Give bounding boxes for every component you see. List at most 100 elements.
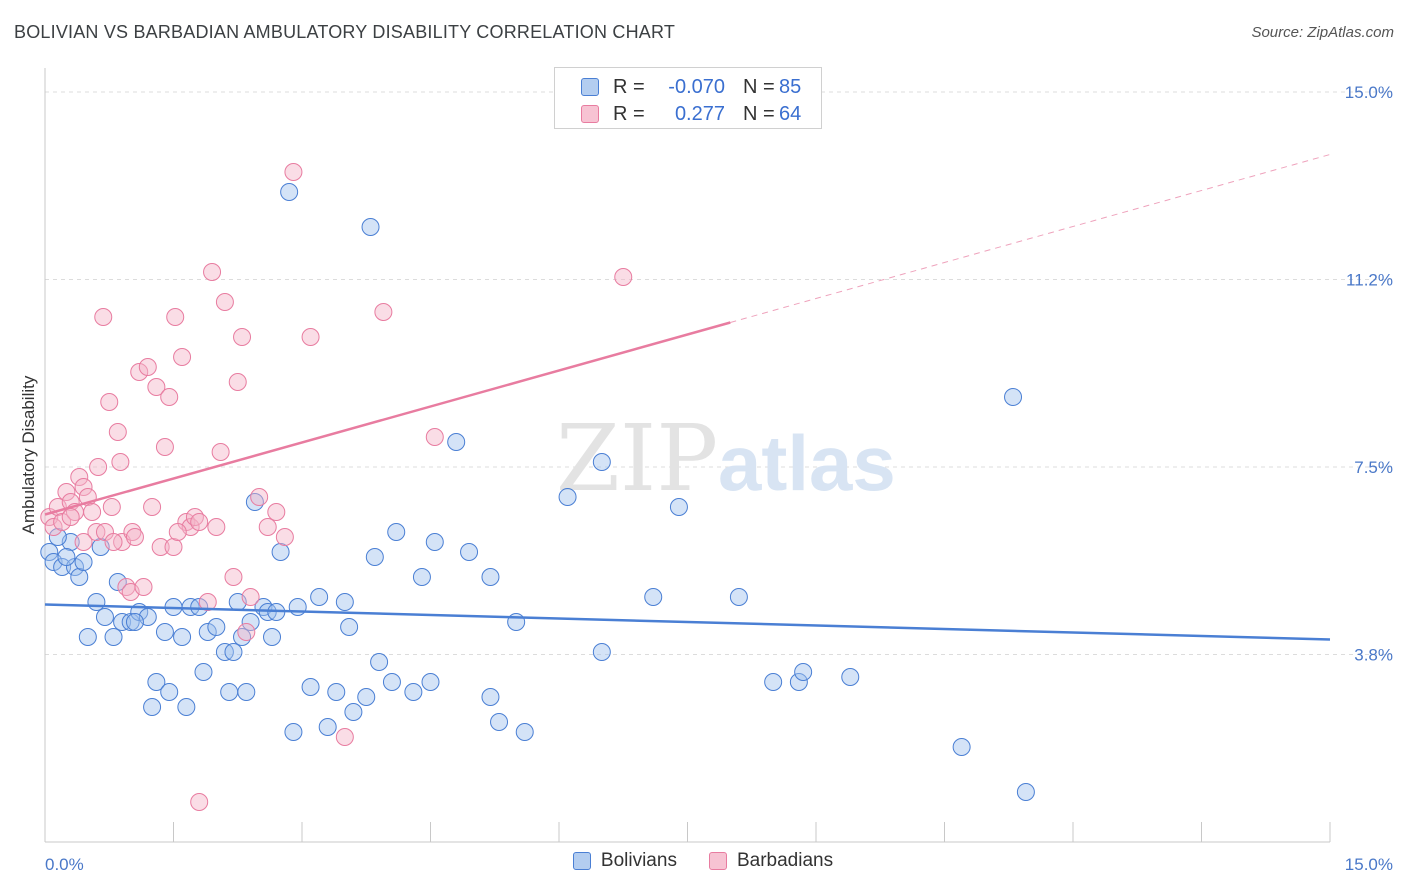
grid-layer bbox=[45, 91, 1392, 655]
barbadians-point bbox=[198, 593, 217, 611]
barbadians-swatch bbox=[581, 105, 599, 123]
bolivians-point bbox=[729, 588, 748, 606]
barbadians-point bbox=[134, 578, 153, 596]
barbadians-point bbox=[168, 523, 187, 541]
bolivians-point bbox=[421, 673, 440, 691]
bolivians-point bbox=[952, 738, 971, 756]
bolivians-point bbox=[361, 218, 380, 236]
legend-r-value: -0.070 bbox=[668, 75, 725, 98]
bolivians-point bbox=[220, 683, 239, 701]
correlation-legend: R = -0.070 N = 85 R = 0.277 N = 64 bbox=[554, 67, 822, 129]
bolivians-point bbox=[301, 678, 320, 696]
legend-row-bolivians: R = -0.070 N = 85 bbox=[581, 74, 801, 100]
legend-item-bolivians[interactable]: Bolivians bbox=[572, 850, 677, 872]
barbadians-point bbox=[102, 498, 121, 516]
bolivians-point bbox=[125, 613, 144, 631]
bolivians-point bbox=[48, 528, 67, 546]
bolivians-point bbox=[40, 543, 59, 561]
bolivians-point bbox=[515, 723, 534, 741]
bolivians-point bbox=[177, 698, 196, 716]
barbadians-point bbox=[74, 533, 93, 551]
legend-n-label: N = bbox=[743, 102, 775, 125]
bolivians-point bbox=[490, 713, 509, 731]
bolivians-point bbox=[284, 723, 303, 741]
barbadians-point bbox=[190, 793, 209, 811]
barbadians-point bbox=[53, 513, 72, 531]
bolivians-point bbox=[70, 568, 89, 586]
barbadians-point bbox=[233, 328, 252, 346]
barbadians-point bbox=[301, 328, 320, 346]
barbadians-point bbox=[267, 503, 286, 521]
bolivians-point bbox=[327, 683, 346, 701]
bolivians-point bbox=[155, 623, 174, 641]
barbadians-point bbox=[614, 268, 633, 286]
bolivians-point bbox=[558, 488, 577, 506]
bolivians-point bbox=[404, 683, 423, 701]
legend-label-bolivians: Bolivians bbox=[600, 850, 677, 871]
bolivians-point bbox=[592, 453, 611, 471]
barbadians-point bbox=[104, 533, 123, 551]
barbadians-point bbox=[275, 528, 294, 546]
bolivians-point bbox=[198, 623, 217, 641]
barbadians-point bbox=[123, 523, 142, 541]
bolivians-point bbox=[95, 608, 114, 626]
barbadians-point bbox=[108, 423, 127, 441]
barbadians-point bbox=[57, 483, 76, 501]
legend-label-barbadians: Barbadians bbox=[736, 850, 834, 871]
barbadians-point bbox=[143, 498, 162, 516]
barbadians-point bbox=[203, 263, 222, 281]
bolivians-point bbox=[237, 683, 256, 701]
bolivians-point bbox=[1004, 388, 1023, 406]
legend-item-barbadians[interactable]: Barbadians bbox=[708, 850, 834, 872]
bolivians-point bbox=[344, 703, 363, 721]
barbadians-point bbox=[89, 458, 108, 476]
bolivians-point bbox=[481, 688, 500, 706]
watermark-zip: ZIP bbox=[556, 405, 718, 512]
legend-n-value: 64 bbox=[779, 102, 802, 125]
bolivians-point bbox=[412, 568, 431, 586]
bolivians-point bbox=[481, 568, 500, 586]
barbadians-point bbox=[173, 348, 192, 366]
bolivians-point bbox=[207, 618, 226, 636]
chart-source: Source: ZipAtlas.com bbox=[1251, 24, 1394, 41]
barbadians-point bbox=[44, 518, 63, 536]
bolivians-point bbox=[280, 183, 299, 201]
bolivians-point bbox=[288, 598, 307, 616]
barbadians-point bbox=[425, 428, 444, 446]
bolivians-point bbox=[160, 683, 179, 701]
y-tick-label: 3.8% bbox=[1354, 646, 1393, 665]
barbadians-trend-line bbox=[44, 321, 731, 516]
bolivians-point bbox=[340, 618, 359, 636]
barbadians-point bbox=[61, 508, 80, 526]
watermark: ZIP atlas bbox=[556, 405, 896, 512]
x-tick-label: 0.0% bbox=[45, 855, 84, 874]
barbadians-point bbox=[284, 163, 303, 181]
bolivians-point bbox=[789, 673, 808, 691]
bolivians-point bbox=[460, 543, 479, 561]
x-tick-label: 15.0% bbox=[1345, 855, 1393, 874]
bolivians-point bbox=[108, 573, 127, 591]
barbadians-point bbox=[147, 378, 166, 396]
barbadians-point bbox=[224, 568, 243, 586]
bolivians-point bbox=[1016, 783, 1035, 801]
barbadians-point bbox=[155, 438, 174, 456]
barbadians-point bbox=[70, 468, 89, 486]
bolivians-point bbox=[241, 613, 260, 631]
bolivians-point bbox=[143, 698, 162, 716]
series-legend: Bolivians Barbadians bbox=[0, 850, 1406, 872]
bolivians-trend-line bbox=[44, 603, 1331, 641]
bolivians-swatch bbox=[581, 78, 599, 96]
barbadians-point bbox=[335, 728, 354, 746]
bolivians-point bbox=[78, 628, 97, 646]
bolivians-point bbox=[74, 553, 93, 571]
barbadians-point bbox=[94, 308, 113, 326]
bolivians-point bbox=[263, 628, 282, 646]
barbadians-point bbox=[100, 393, 119, 411]
barbadians-point bbox=[228, 373, 247, 391]
legend-n-label: N = bbox=[743, 75, 775, 98]
bolivians-point bbox=[644, 588, 663, 606]
axes-layer bbox=[44, 68, 1331, 843]
legend-n-value: 85 bbox=[779, 75, 802, 98]
legend-r-label: R = bbox=[613, 102, 645, 125]
bolivians-point bbox=[224, 643, 243, 661]
